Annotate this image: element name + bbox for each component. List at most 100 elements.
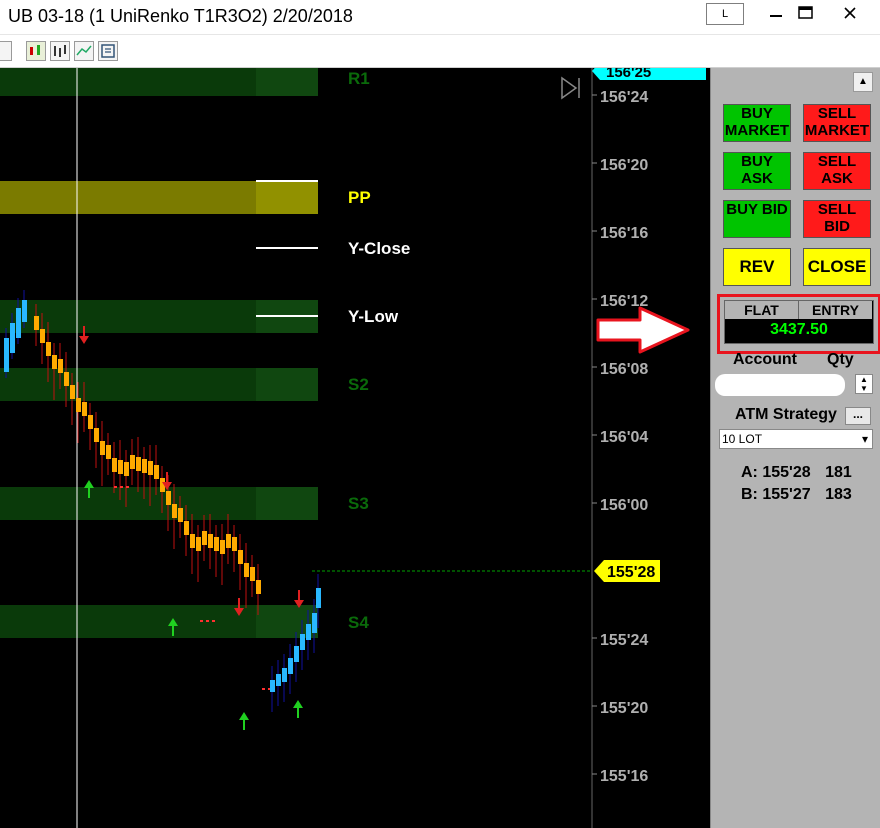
sell-market-button[interactable]: SELL MARKET [803,104,871,142]
renko-bar [282,668,287,682]
renko-bar [58,359,63,373]
renko-bar [64,372,69,386]
level-y-low: Y-Low [348,307,399,326]
renko-bar [70,385,75,399]
buy-signal-arrow-icon [293,700,303,718]
sell-signal-arrow-icon [79,326,89,344]
sell-bid-button[interactable]: SELL BID [803,200,871,238]
renko-bar [256,580,261,594]
scroll-to-end-icon[interactable] [561,76,580,100]
price-tick-label: 156'16 [600,225,648,242]
flat-bar-marker [212,620,215,622]
renko-bar [124,462,129,476]
renko-bar [4,338,9,372]
buy-signal-arrow-icon [84,480,94,498]
buy-market-button[interactable]: BUY MARKET [723,104,791,142]
properties-icon[interactable] [98,41,118,61]
renko-bar [312,613,317,633]
window-title: UB 03-18 (1 UniRenko T1R3O2) 2/20/2018 [8,6,353,26]
renko-bar [306,624,311,640]
renko-bar [214,537,219,551]
bid-row: B: 155'27 183 [741,486,852,504]
renko-bar [276,674,281,686]
buy-bid-button[interactable]: BUY BID [723,200,791,238]
renko-bar [100,441,105,455]
renko-bar [136,457,141,471]
account-label: Account [733,351,797,368]
flat-bar-marker [200,620,203,622]
price-tick-label: 156'08 [600,361,648,378]
bid-label: B: [741,486,758,503]
renko-bar [40,329,45,343]
drawing-tool-icon[interactable] [0,41,12,61]
renko-bar [88,415,93,429]
renko-bar [52,355,57,369]
sell-ask-button[interactable]: SELL ASK [803,152,871,190]
renko-bar [148,461,153,475]
candlestick-icon[interactable] [26,41,46,61]
price-tick-label: 156'20 [600,157,648,174]
bid-price: 155'27 [762,486,811,503]
position-box: FLAT ENTRY 3437.50 [717,294,880,354]
ask-price: 155'28 [762,464,811,481]
line-chart-icon[interactable] [74,41,94,61]
maximize-icon[interactable] [786,4,826,28]
flat-bar-marker [120,486,123,488]
renko-bar [238,550,243,564]
price-tick-label: 156'00 [600,497,648,514]
position-status: FLAT [725,301,799,319]
qty-label: Qty [827,351,854,368]
sell-signal-arrow-icon [234,598,244,616]
atm-strategy-label: ATM Strategy [735,406,837,423]
renko-bar [208,534,213,548]
renko-bar [226,534,231,548]
qty-stepper[interactable]: ▲ ▼ [855,374,873,394]
renko-bar [94,428,99,442]
sell-signal-arrow-icon [162,472,172,490]
renko-bar [160,478,165,492]
renko-bar [294,646,299,662]
level-y-close: Y-Close [348,239,410,258]
layout-button[interactable]: L [706,3,744,25]
svg-text:155'28: 155'28 [607,564,655,581]
renko-bar [250,567,255,581]
minimize-icon[interactable] [756,4,796,28]
rev-button[interactable]: REV [723,248,791,286]
atm-strategy-select[interactable]: 10 LOT ▾ [719,429,873,449]
chevron-down-icon: ▾ [861,432,868,446]
atm-options-button[interactable]: ... [845,407,871,425]
annotation-arrow-icon [596,306,690,354]
renko-bar [118,460,123,474]
renko-bar [34,316,39,330]
close-button[interactable]: CLOSE [803,248,871,286]
ask-label: A: [741,464,758,481]
renko-bar [46,342,51,356]
price-tick-label: 156'24 [600,89,648,106]
renko-bar [16,308,21,338]
price-tick-label: 155'24 [600,632,648,649]
buy-signal-arrow-icon [168,618,178,636]
pnl-value: 3437.50 [770,321,828,338]
bid-size: 183 [825,486,852,503]
level-s3: S3 [348,494,369,513]
renko-bar [202,531,207,545]
renko-bar [300,634,305,650]
close-icon[interactable] [830,4,870,28]
renko-bar [82,402,87,416]
price-tick-label: 155'16 [600,768,648,785]
scroll-up-icon[interactable]: ▲ [853,72,873,92]
renko-bar [244,563,249,577]
buy-ask-button[interactable]: BUY ASK [723,152,791,190]
buy-signal-arrow-icon [239,712,249,730]
level-s2: S2 [348,375,369,394]
price-chart[interactable]: R1 PP Y-Close Y-Low S2 S3 S4 156'24 156'2… [0,68,710,828]
chart-canvas: R1 PP Y-Close Y-Low S2 S3 S4 156'24 156'2… [0,68,706,828]
bar-chart-icon[interactable] [50,41,70,61]
level-s4: S4 [348,613,369,632]
renko-bar [270,680,275,692]
account-select[interactable] [715,374,845,396]
atm-strategy-value: 10 LOT [722,432,763,446]
renko-bar [178,508,183,522]
level-pp: PP [348,188,371,207]
entry-label: ENTRY [799,301,872,319]
